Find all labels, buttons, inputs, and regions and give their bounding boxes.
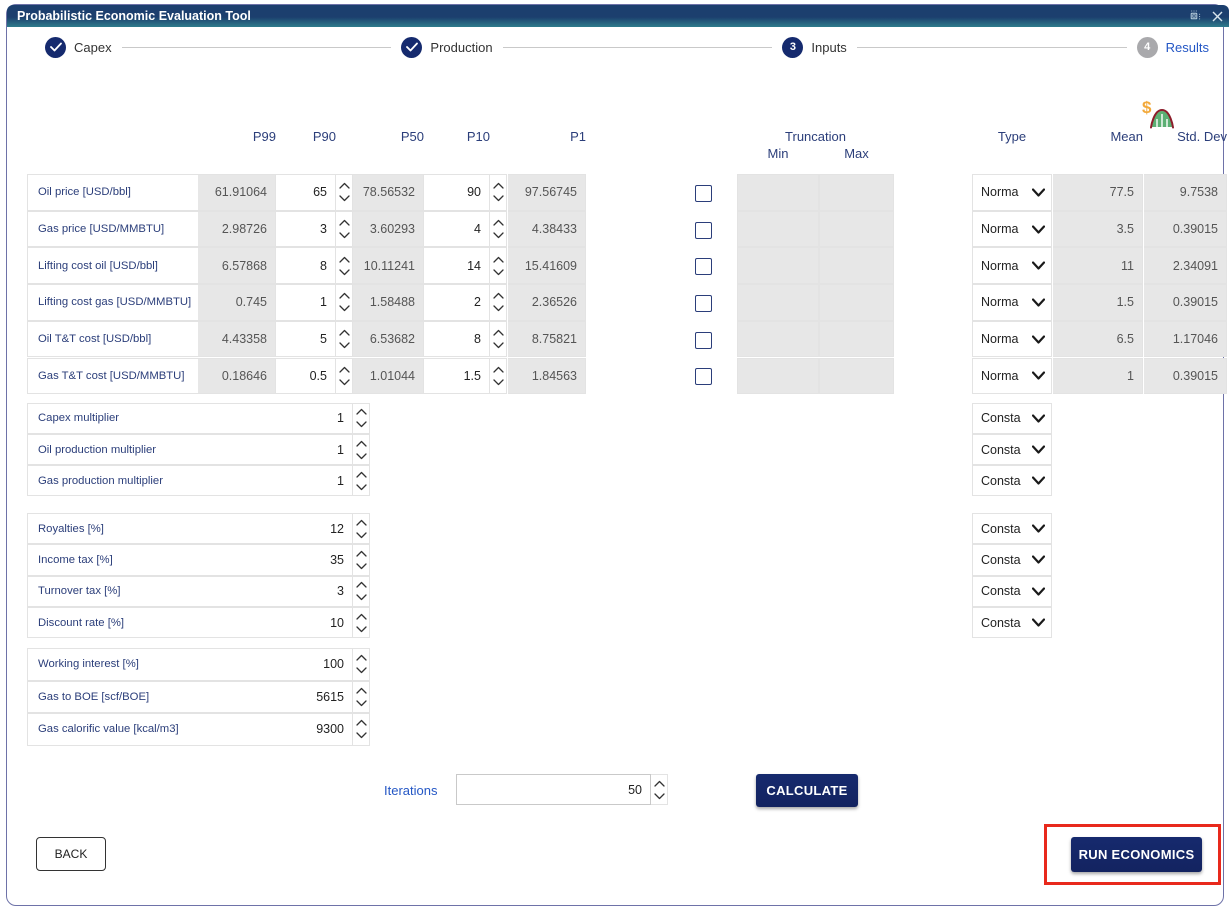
svg-text:$: $ — [1142, 98, 1152, 117]
